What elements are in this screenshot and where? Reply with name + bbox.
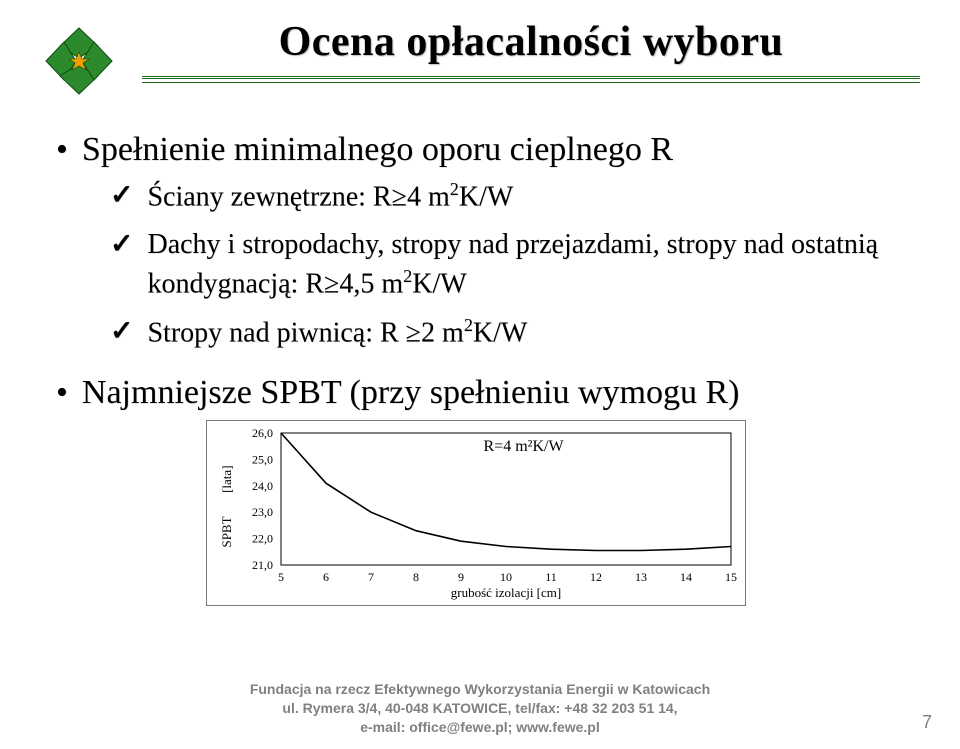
sub-c: ✓ Stropy nad piwnicą: R ≥2 m2K/W — [110, 313, 914, 352]
sub-a-sup: 2 — [450, 179, 459, 199]
svg-text:5: 5 — [278, 570, 284, 584]
svg-text:24,0: 24,0 — [252, 479, 273, 493]
svg-text:26,0: 26,0 — [252, 426, 273, 440]
chart-frame: 26,0 25,0 24,0 23,0 22,0 21,0 5 6 7 8 9 10 11 12 13 14 1… — [206, 420, 746, 606]
svg-text:22,0: 22,0 — [252, 532, 273, 546]
title-block: Ocena opłacalności wyboru — [142, 18, 920, 83]
header-row: Ocena opłacalności wyboru — [40, 18, 920, 105]
sub-b: ✓ Dachy i stropodachy, stropy nad przeja… — [110, 226, 914, 303]
check-icon: ✓ — [110, 313, 133, 351]
check-icon: ✓ — [110, 177, 133, 215]
title-rule-2 — [142, 82, 920, 83]
svg-text:23,0: 23,0 — [252, 505, 273, 519]
footer-line-3: e-mail: office@fewe.pl; www.fewe.pl — [250, 718, 710, 737]
svg-text:SPBT: SPBT — [219, 517, 234, 548]
title-rule-1 — [142, 76, 920, 79]
page-number: 7 — [922, 712, 932, 733]
sub-c-post: K/W — [473, 317, 527, 348]
svg-text:9: 9 — [458, 570, 464, 584]
bullet-dot: • — [56, 131, 68, 168]
footer-box: Fundacja na rzecz Efektywnego Wykorzysta… — [240, 678, 720, 739]
sub-c-pre: Stropy nad piwnicą: R ≥2 m — [147, 317, 463, 348]
footer: Fundacja na rzecz Efektywnego Wykorzysta… — [0, 678, 960, 739]
sub-a-text: Ściany zewnętrzne: R≥4 m2K/W — [147, 177, 513, 216]
svg-text:8: 8 — [413, 570, 419, 584]
page-title: Ocena opłacalności wyboru — [142, 18, 920, 66]
svg-text:11: 11 — [545, 570, 557, 584]
svg-text:10: 10 — [500, 570, 512, 584]
svg-text:[lata]: [lata] — [219, 466, 234, 493]
svg-text:13: 13 — [635, 570, 647, 584]
sub-c-sup: 2 — [464, 315, 473, 335]
svg-text:R=4 m²K/W: R=4 m²K/W — [484, 438, 565, 455]
sub-a: ✓ Ściany zewnętrzne: R≥4 m2K/W — [110, 177, 914, 216]
sub-c-text: Stropy nad piwnicą: R ≥2 m2K/W — [147, 313, 527, 352]
svg-text:14: 14 — [680, 570, 692, 584]
sub-a-post: K/W — [459, 181, 513, 212]
svg-text:25,0: 25,0 — [252, 453, 273, 467]
slide: Ocena opłacalności wyboru • Spełnienie mi… — [0, 0, 960, 749]
sub-b-post: K/W — [412, 268, 466, 299]
logo-svg — [40, 22, 118, 100]
svg-text:15: 15 — [725, 570, 737, 584]
svg-text:grubość izolacji [cm]: grubość izolacji [cm] — [451, 585, 561, 600]
bullet-1-text: Spełnienie minimalnego oporu cieplnego R — [82, 131, 673, 168]
svg-text:21,0: 21,0 — [252, 558, 273, 572]
bullet-2-text: Najmniejsze SPBT (przy spełnieniu wymogu… — [82, 374, 740, 411]
spbt-chart: 26,0 25,0 24,0 23,0 22,0 21,0 5 6 7 8 9 10 11 12 13 14 1… — [211, 425, 743, 601]
sub-b-sup: 2 — [403, 266, 412, 286]
logo — [40, 22, 118, 105]
sub-a-pre: Ściany zewnętrzne: R≥4 m — [147, 181, 449, 212]
svg-text:7: 7 — [368, 570, 374, 584]
footer-line-1: Fundacja na rzecz Efektywnego Wykorzysta… — [250, 680, 710, 699]
svg-text:12: 12 — [590, 570, 602, 584]
sub-b-pre: Dachy i stropodachy, stropy nad przejazd… — [147, 229, 878, 299]
sub-b-text: Dachy i stropodachy, stropy nad przejazd… — [147, 226, 914, 303]
footer-line-2: ul. Rymera 3/4, 40-048 KATOWICE, tel/fax… — [250, 699, 710, 718]
body: • Spełnienie minimalnego oporu cieplnego … — [40, 131, 920, 606]
svg-text:6: 6 — [323, 570, 329, 584]
check-icon: ✓ — [110, 226, 133, 264]
bullet-2: • Najmniejsze SPBT (przy spełnieniu wymog… — [56, 374, 914, 412]
bullet-1: • Spełnienie minimalnego oporu cieplnego … — [56, 131, 914, 169]
sublist: ✓ Ściany zewnętrzne: R≥4 m2K/W ✓ Dachy i… — [110, 177, 914, 352]
bullet-dot: • — [56, 374, 68, 411]
